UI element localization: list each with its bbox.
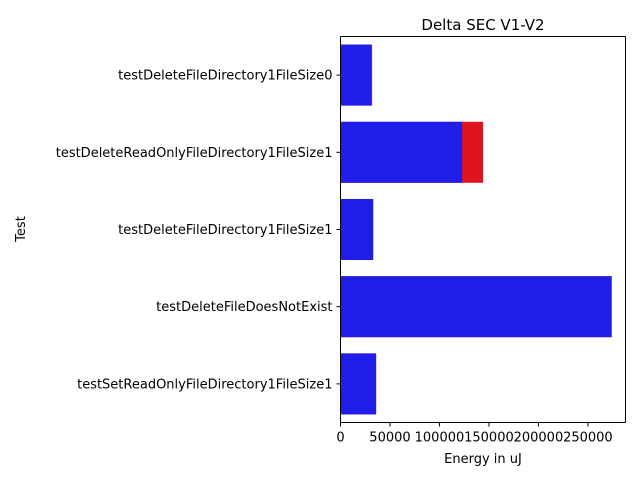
bar-0-series-1: [340, 44, 372, 106]
chart-title: Delta SEC V1-V2: [421, 16, 544, 34]
y-ticks-group: testDeleteFileDirectory1FileSize0 testDel…: [56, 69, 341, 392]
y-tick-label: testDeleteFileDoesNotExist: [156, 300, 332, 315]
bar-1-series-1: [340, 121, 463, 183]
x-axis-label: Energy in uJ: [444, 452, 522, 467]
y-tick-label: testDeleteFileDirectory1FileSize1: [118, 223, 332, 238]
x-tick-label: 50000: [369, 431, 410, 446]
x-tick-label: 0: [336, 431, 344, 446]
y-tick-label: testSetReadOnlyFileDirectory1FileSize1: [77, 377, 332, 392]
bar-3-series-1: [340, 276, 612, 338]
x-tick-label: 200000: [514, 431, 564, 446]
axes-frame: [340, 36, 626, 423]
x-ticks-group: 0 50000 100000 150000 200000 250000: [336, 422, 613, 446]
bar-4-series-1: [340, 353, 377, 415]
x-tick-label: 100000: [415, 431, 465, 446]
bars-group: [340, 44, 612, 415]
y-tick-label: testDeleteFileDirectory1FileSize0: [118, 69, 332, 84]
y-tick-label: testDeleteReadOnlyFileDirectory1FileSize…: [56, 146, 333, 161]
bar-2-series-1: [340, 199, 374, 260]
x-tick-label: 250000: [563, 431, 613, 446]
x-tick-label: 150000: [464, 431, 514, 446]
y-axis-label: Test: [14, 216, 29, 243]
